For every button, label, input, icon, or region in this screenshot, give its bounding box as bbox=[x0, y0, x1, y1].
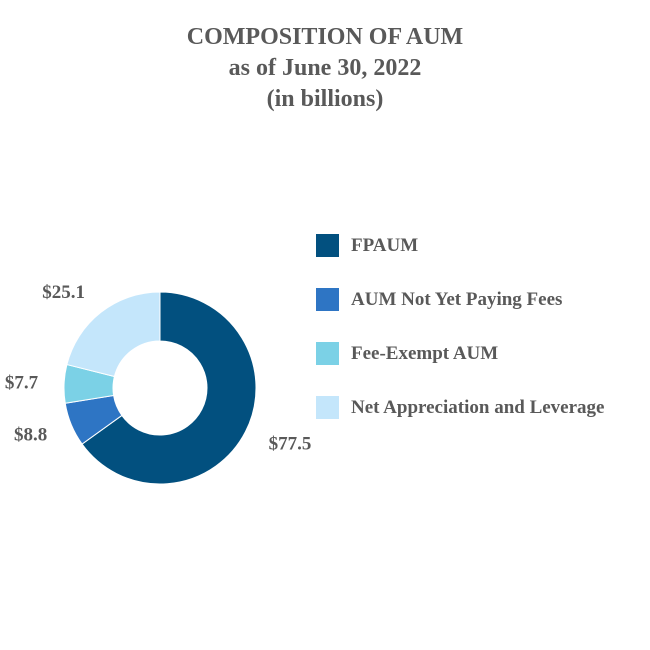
slice-net-appreciation-and-leverage bbox=[66, 291, 161, 378]
chart-legend: FPAUM AUM Not Yet Paying Fees Fee-Exempt A… bbox=[316, 232, 605, 448]
legend-label: Net Appreciation and Leverage bbox=[351, 396, 605, 418]
legend-item-aum-not-yet-paying-fees: AUM Not Yet Paying Fees bbox=[316, 286, 605, 313]
legend-item-fpaum: FPAUM bbox=[316, 232, 605, 259]
legend-label: AUM Not Yet Paying Fees bbox=[351, 288, 563, 310]
legend-swatch bbox=[316, 234, 339, 257]
chart-units-note: (in billions) bbox=[266, 86, 384, 112]
chart-title-block: COMPOSITION OF AUM as of June 30, 2022 (… bbox=[0, 22, 650, 115]
legend-label: Fee-Exempt AUM bbox=[351, 342, 499, 364]
data-label-fee-exempt-aum: $7.7 bbox=[5, 373, 39, 394]
legend-swatch bbox=[316, 342, 339, 365]
chart-subtitle: as of June 30, 2022 bbox=[228, 55, 422, 81]
data-label-aum-not-yet-paying-fees: $8.8 bbox=[14, 425, 47, 446]
data-label-fpaum: $77.5 bbox=[269, 434, 312, 455]
donut-data-labels: $77.5 $8.8 $7.7 $25.1 bbox=[5, 282, 312, 455]
legend-label: FPAUM bbox=[351, 234, 419, 256]
legend-swatch bbox=[316, 288, 339, 311]
data-label-net-appreciation-and-leverage: $25.1 bbox=[42, 282, 85, 303]
donut-slices bbox=[63, 291, 257, 485]
legend-swatch bbox=[316, 396, 339, 419]
chart-title: COMPOSITION OF AUM bbox=[186, 24, 464, 50]
legend-item-fee-exempt-aum: Fee-Exempt AUM bbox=[316, 340, 605, 367]
legend-item-net-appreciation-and-leverage: Net Appreciation and Leverage bbox=[316, 394, 605, 421]
slice-fpaum bbox=[81, 291, 257, 485]
